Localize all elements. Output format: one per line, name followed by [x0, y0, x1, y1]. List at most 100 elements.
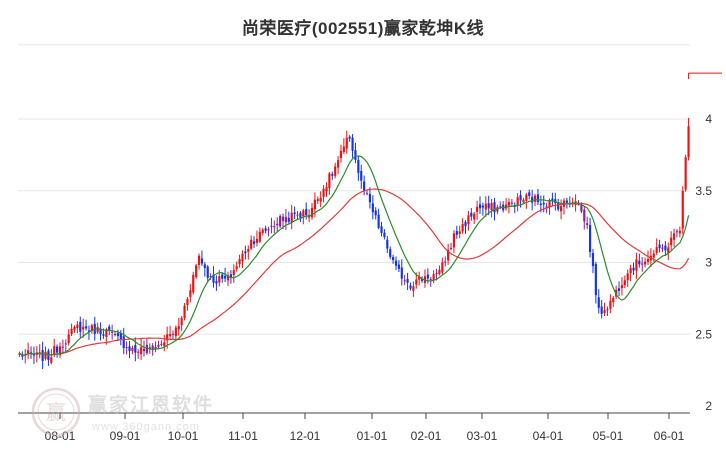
candle-body: [163, 342, 166, 347]
y-tick-label: 4: [705, 112, 712, 126]
candle-body: [287, 217, 290, 222]
candle-body: [609, 300, 612, 309]
candle-body: [258, 231, 261, 242]
candle-body: [50, 357, 53, 363]
candle-body: [195, 265, 198, 278]
candle-body: [180, 317, 183, 326]
candle-body: [432, 274, 435, 281]
candle-body: [525, 194, 528, 201]
x-tick-label: 12-01: [290, 429, 321, 443]
candle-body: [626, 273, 629, 281]
candle-body: [67, 334, 70, 344]
candle-body: [533, 195, 537, 202]
candle-body: [154, 346, 157, 350]
candle-body: [137, 351, 140, 353]
candle-body: [473, 213, 476, 220]
candlesticks: [18, 117, 690, 370]
candle-body: [119, 333, 122, 339]
watermark-brand: 赢家江恩软件: [88, 394, 215, 416]
candle-body: [70, 328, 73, 334]
candle-body: [580, 204, 583, 212]
candle-body: [429, 278, 432, 280]
candle-body: [125, 347, 128, 349]
candle-body: [493, 202, 496, 213]
candle-body: [221, 274, 224, 279]
candle-body: [641, 263, 644, 265]
candle-body: [108, 326, 111, 331]
candle-body: [82, 326, 85, 330]
candle-body: [507, 201, 511, 206]
candle-body: [684, 157, 687, 190]
candle-body: [655, 247, 658, 253]
candle-body: [577, 203, 580, 205]
candle-body: [400, 267, 403, 279]
candle-body: [565, 200, 568, 203]
candle-body: [232, 270, 235, 276]
candle-body: [241, 253, 244, 262]
x-tick-label: 03-01: [467, 429, 498, 443]
candle-body: [290, 212, 293, 223]
candle-body: [302, 210, 305, 217]
candle-body: [638, 260, 641, 265]
candle-body: [389, 249, 392, 257]
x-tick-label: 11-01: [228, 429, 258, 443]
candle-body: [383, 232, 386, 238]
candle-body: [140, 347, 143, 355]
candle-body: [186, 298, 189, 306]
candle-body: [41, 350, 44, 361]
candle-body: [61, 346, 64, 348]
candle-body: [374, 210, 377, 216]
candle-body: [84, 326, 88, 329]
moving-averages: [19, 155, 690, 356]
candle-body: [218, 276, 221, 283]
candle-body: [336, 160, 340, 168]
candle-body: [455, 231, 458, 235]
candle-body: [519, 195, 522, 201]
candle-body: [481, 205, 484, 208]
candle-body: [583, 209, 586, 222]
candle-body: [629, 267, 632, 274]
candle-body: [148, 347, 151, 349]
candle-body: [226, 275, 230, 281]
candle-body: [276, 223, 279, 226]
candle-body: [200, 258, 204, 264]
candle-body: [252, 241, 256, 244]
candle-body: [351, 137, 354, 151]
candle-body: [418, 276, 421, 280]
candle-body: [612, 297, 615, 303]
candle-body: [270, 225, 273, 227]
candle-body: [134, 345, 137, 353]
candle-body: [444, 261, 447, 263]
candle-body: [536, 194, 540, 203]
x-tick-label: 06-01: [654, 429, 685, 443]
candle-body: [528, 192, 531, 196]
candle-body: [484, 203, 487, 210]
y-tick-label: 3.5: [695, 184, 712, 198]
candle-body: [261, 229, 264, 233]
candle-body: [168, 334, 172, 337]
x-axis-ticks: 08-01 09-01 10-01 11-01 12-01 01-01 02-01 03-01…: [45, 413, 685, 443]
candle-body: [409, 285, 412, 289]
candle-body: [386, 239, 389, 249]
y-tick-label: 2: [705, 399, 712, 413]
candle-body: [664, 245, 667, 251]
candle-body: [174, 327, 177, 337]
candle-body: [467, 215, 470, 225]
y-tick-label: 3: [705, 256, 712, 270]
candle-body: [27, 350, 30, 355]
candle-body: [438, 269, 441, 274]
candle-body: [183, 305, 186, 319]
candle-body: [632, 267, 635, 271]
candle-body: [305, 209, 308, 216]
candle-body: [111, 331, 114, 333]
candle-body: [319, 197, 322, 202]
candle-body: [224, 275, 227, 279]
candle-body: [58, 346, 62, 356]
x-tick-label: 09-01: [110, 429, 141, 443]
candle-body: [403, 280, 406, 282]
candle-body: [499, 206, 502, 208]
candle-body: [557, 202, 560, 210]
ma-long-line: [19, 188, 690, 356]
candle-body: [490, 203, 493, 211]
